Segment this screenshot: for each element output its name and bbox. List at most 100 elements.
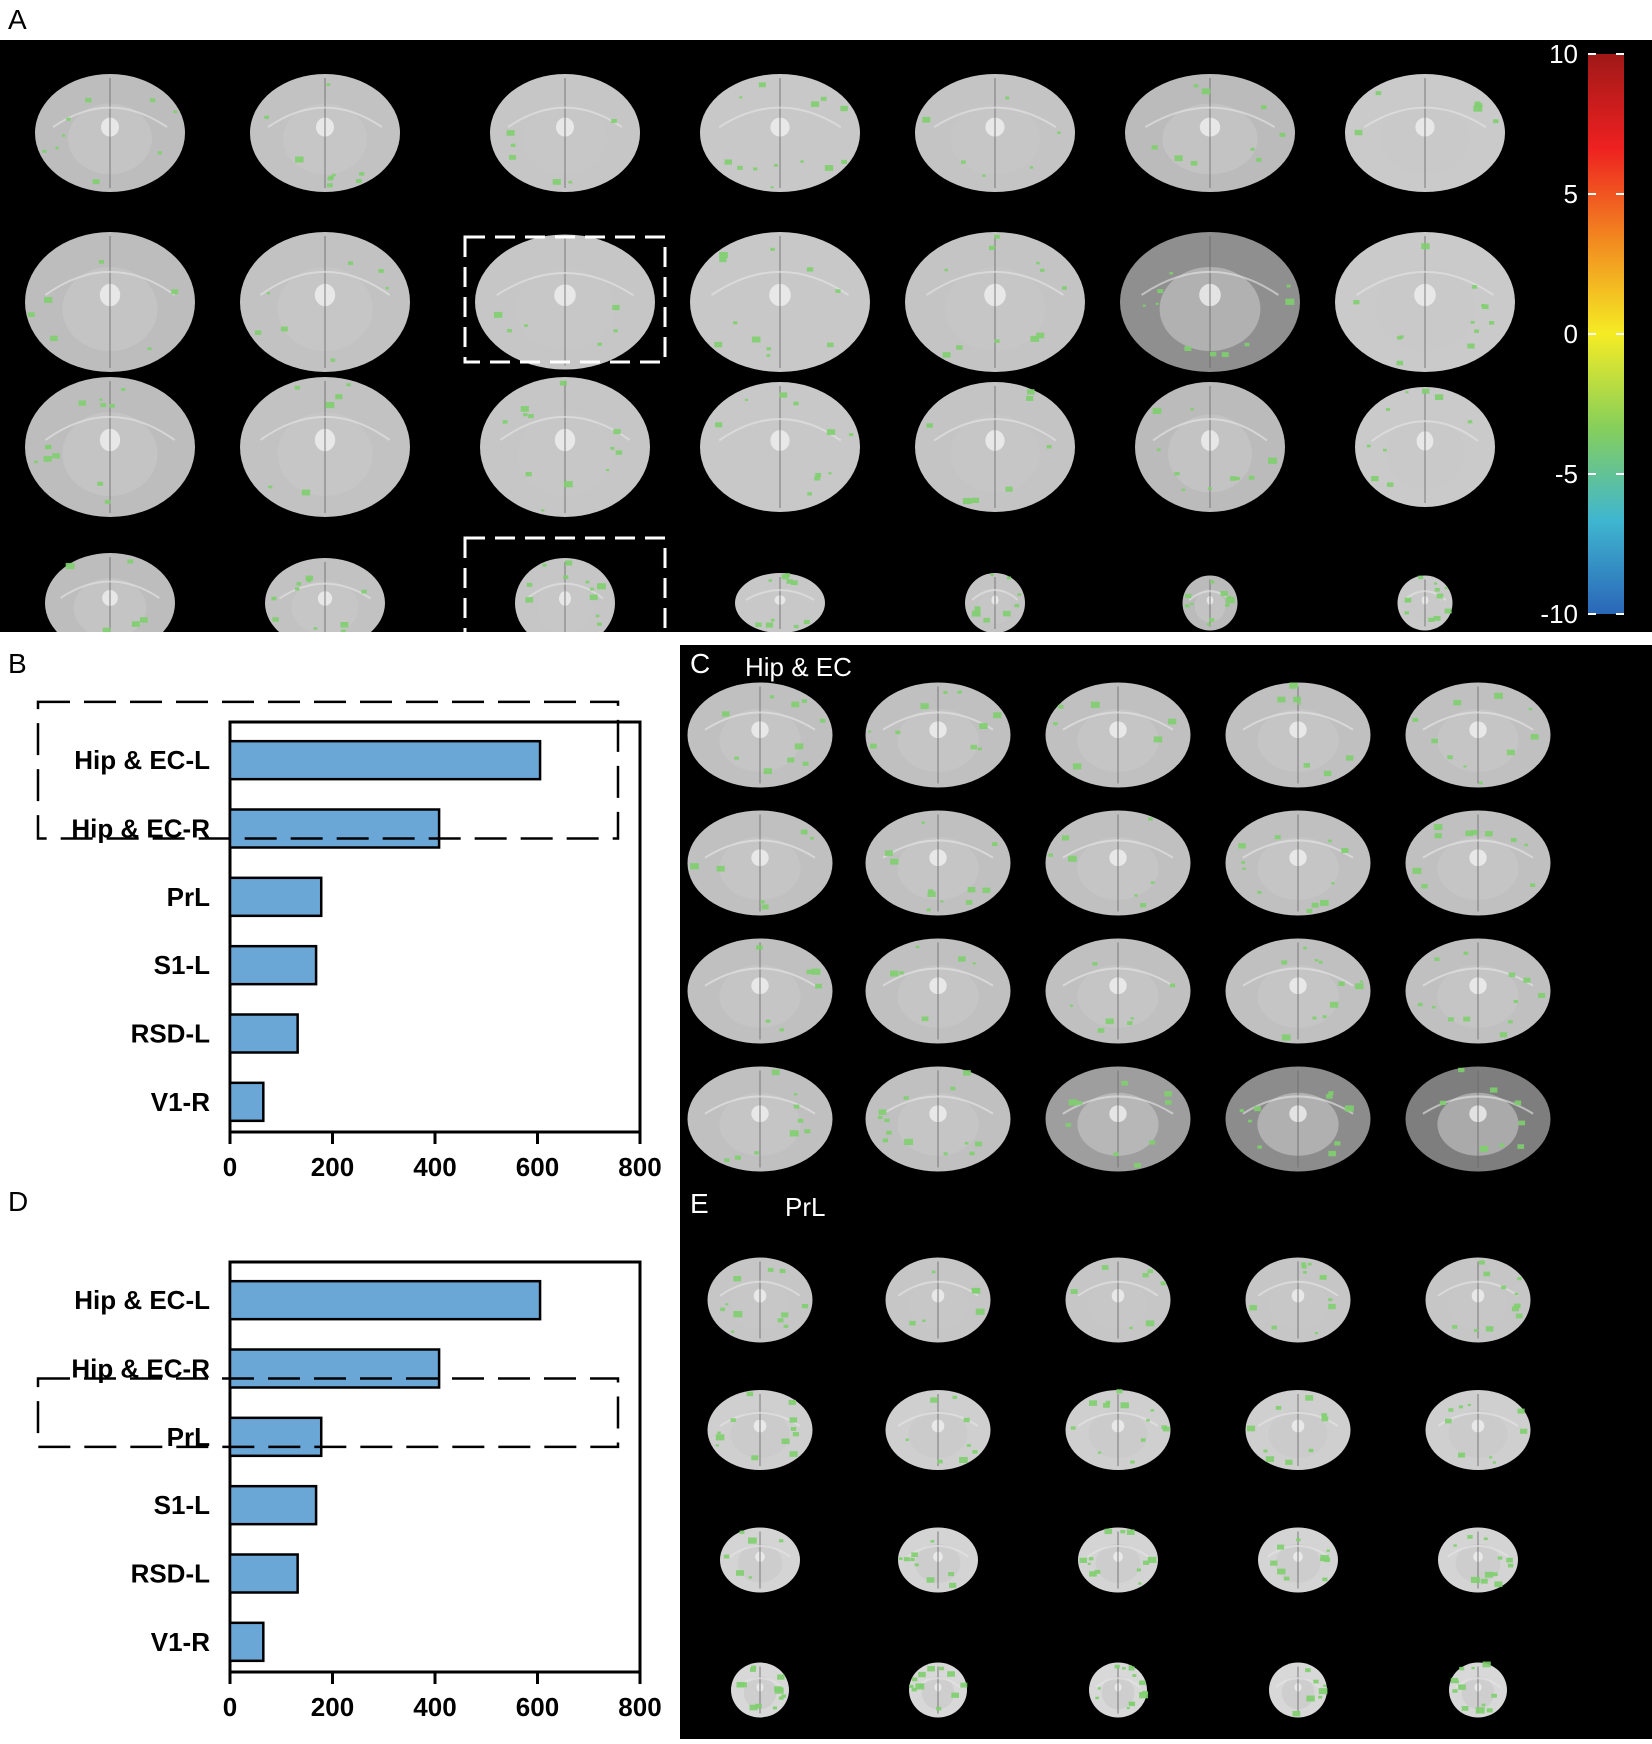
brain-slice (265, 558, 385, 648)
brain-slice (35, 74, 185, 192)
brain-slice (898, 1527, 978, 1593)
x-tick-label: 0 (223, 1692, 237, 1722)
panel-a-image: 10 5 0 -5 -10 (0, 39, 1652, 665)
highlight-box (36, 700, 620, 840)
x-tick-label: 600 (516, 1692, 559, 1722)
brain-slice (1120, 232, 1300, 372)
brain-slice (1449, 1661, 1507, 1718)
brain-slice (731, 1662, 789, 1718)
bar (228, 739, 542, 781)
brain-slice (905, 232, 1085, 372)
brain-slice (687, 682, 833, 788)
brain-slice (909, 1662, 968, 1718)
bar (228, 1484, 318, 1526)
category-label: Hip & EC-R (71, 814, 210, 844)
panel-c-brain-grid (687, 682, 1551, 1172)
brain-slice (25, 232, 195, 372)
brain-slice (1425, 1390, 1531, 1470)
panel-a-brain-grid: 10 5 0 -5 -10 (25, 39, 1624, 665)
highlight-box (463, 235, 667, 364)
colorbar-tick-label: 10 (1549, 40, 1578, 69)
panel-d-letter: D (8, 1186, 29, 1217)
category-label: Hip & EC-L (74, 745, 210, 775)
bar (228, 944, 318, 986)
brain-slice (915, 382, 1075, 512)
panel-b-letter: B (8, 648, 27, 679)
brain-slice (1182, 575, 1238, 631)
brain-slice (1065, 1389, 1171, 1470)
brain-slice (885, 1390, 991, 1470)
colorbar-tick-label: 0 (1564, 319, 1578, 349)
brain-slice (1335, 232, 1515, 372)
brain-slice (1438, 1527, 1518, 1593)
panel-e-image (680, 1185, 1652, 1739)
x-tick-label: 800 (618, 1692, 661, 1722)
brain-slice (687, 810, 833, 916)
category-label: PrL (167, 882, 210, 912)
plot-frame (228, 1260, 642, 1674)
category-label: RSD-L (131, 1019, 211, 1049)
brain-slice (865, 682, 1011, 788)
brain-slice (735, 573, 825, 633)
highlight-box (36, 1377, 620, 1449)
brain-slice (1225, 682, 1371, 788)
category-label: V1-R (151, 1087, 210, 1117)
bar (228, 1081, 265, 1123)
x-tick-label: 600 (516, 1152, 559, 1182)
brain-slice (1245, 1257, 1351, 1343)
brain-slice (707, 1257, 813, 1343)
brain-slice (475, 234, 655, 370)
colorbar-tick-label: -5 (1555, 459, 1578, 489)
brain-slice (1405, 682, 1551, 788)
brain-slice (1405, 938, 1551, 1044)
brain-slice (1425, 1257, 1531, 1343)
bar (228, 876, 323, 918)
brain-slice (1405, 810, 1551, 916)
brain-slice (1405, 1066, 1551, 1172)
plot-frame (228, 720, 642, 1134)
brain-slice (1089, 1662, 1149, 1718)
brain-slice (1258, 1527, 1338, 1593)
bar (228, 1013, 299, 1054)
brain-slice (965, 573, 1025, 633)
panel-a-letter: A (8, 4, 27, 35)
bar (228, 1553, 299, 1594)
brain-slice (1397, 575, 1453, 631)
brain-slice (865, 1066, 1011, 1172)
x-tick-label: 400 (413, 1152, 456, 1182)
brain-slice (720, 1527, 800, 1593)
brain-slice (1045, 682, 1191, 788)
bar (228, 1279, 542, 1321)
colorbar-tick-label: -10 (1540, 599, 1578, 629)
brain-slice (1245, 1390, 1351, 1470)
brain-slice (1045, 938, 1191, 1044)
category-label: V1-R (151, 1627, 210, 1657)
bar (228, 1621, 265, 1663)
brain-slice (250, 74, 400, 192)
category-label: S1-L (154, 1490, 210, 1520)
brain-slice (1345, 74, 1505, 192)
brain-slice (1225, 938, 1371, 1044)
brain-slice (490, 74, 640, 192)
panel-e-letter: E (690, 1188, 709, 1219)
bar (228, 808, 441, 849)
bar (228, 1416, 323, 1458)
brain-slice (865, 810, 1011, 916)
category-label: S1-L (154, 950, 210, 980)
panel-c-image (680, 645, 1652, 1185)
brain-slice (1078, 1527, 1158, 1593)
panel-b-bar-chart: Hip & EC-L Hip & EC-R PrL S1-L RSD-L V1-R 0 200… (36, 700, 662, 1182)
brain-slice (690, 232, 870, 372)
brain-slice (240, 377, 410, 517)
x-tick-label: 800 (618, 1152, 661, 1182)
brain-slice (1269, 1662, 1328, 1718)
brain-slice (1125, 74, 1295, 192)
brain-slice (885, 1257, 991, 1343)
x-tick-label: 400 (413, 1692, 456, 1722)
x-tick-label: 0 (223, 1152, 237, 1182)
brain-slice (1065, 1257, 1171, 1343)
brain-slice (1045, 810, 1191, 916)
brain-slice (45, 553, 175, 653)
brain-slice (240, 232, 410, 372)
panel-c-title: Hip & EC (745, 652, 852, 682)
